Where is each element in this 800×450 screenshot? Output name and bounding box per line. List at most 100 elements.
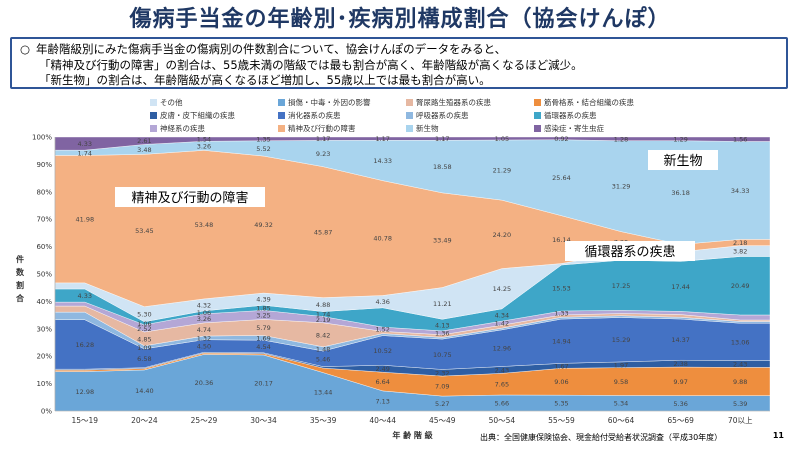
x-tick-label: 15～19	[71, 416, 98, 425]
data-label: 3.82	[733, 248, 747, 256]
legend-item: 腎尿路生殖器系の疾患	[406, 97, 534, 108]
legend-label: 消化器系の疾患	[288, 111, 341, 120]
data-label: 1.05	[495, 135, 509, 143]
data-label: 14.40	[135, 387, 154, 395]
legend-swatch	[534, 125, 541, 132]
data-label: 12.98	[75, 388, 94, 396]
data-label: 3.48	[137, 146, 151, 154]
data-label: 15.53	[552, 285, 571, 293]
data-label: 53.45	[135, 227, 154, 235]
annotation-neoplasm-bg	[648, 150, 718, 170]
summary-line-2: 「精神及び行動の障害」の割合は、55歳未満の階級では最も割合が高く、年齢階級が高…	[39, 57, 583, 72]
data-label: 1.09	[137, 344, 151, 352]
data-label: 4.88	[316, 301, 330, 309]
summary-line-1: ○ 年齢階級別にみた傷病手当金の傷病別の件数割合について、協会けんぽのデータをみる…	[20, 42, 778, 58]
annotation-neoplasm: 新生物	[663, 153, 702, 169]
legend-label: 損傷・中毒・外因の影響	[288, 98, 371, 107]
data-label: 3.26	[197, 315, 211, 323]
data-label: 34.33	[731, 187, 750, 195]
data-label: 1.74	[78, 149, 92, 157]
data-label: 1.35	[256, 135, 270, 143]
annotation-circulatory-bg	[565, 241, 695, 261]
x-tick-label: 35～39	[310, 416, 337, 425]
data-label: 2.18	[733, 239, 747, 247]
data-label: 2.61	[137, 137, 151, 145]
summary-line-3: 「新生物」の割合は、年齢階級が高くなるほど増加し、55歳以上では最も割合が高い。	[39, 73, 491, 87]
x-tick-label: 65～69	[667, 416, 694, 425]
data-label: 9.58	[614, 378, 628, 386]
data-label: 1.48	[316, 345, 330, 353]
x-tick-label: 70以上	[728, 416, 753, 425]
legend-item: 新生物	[406, 123, 534, 134]
x-tick-label: 25～29	[191, 416, 218, 425]
summary-bullet: ○	[20, 42, 31, 56]
legend-item: 精神及び行動の障害	[278, 123, 406, 134]
data-label: 11.21	[433, 300, 452, 308]
legend-label: 筋骨格系・結合組織の疾患	[544, 98, 634, 107]
data-label: 16.14	[552, 236, 571, 244]
data-label: 4.36	[375, 298, 389, 306]
data-label: 16.28	[75, 341, 94, 349]
data-label: 1.17	[316, 135, 330, 143]
data-label: 31.29	[612, 183, 631, 191]
data-label: 9.06	[554, 378, 568, 386]
y-axis-label: 数	[16, 267, 25, 277]
data-label: 2.32	[435, 369, 449, 377]
data-label: 1.69	[256, 334, 270, 342]
data-label: 5.27	[435, 400, 449, 408]
data-label: 41.98	[75, 216, 94, 224]
data-label: 3.25	[256, 311, 270, 319]
y-tick-label: 40%	[36, 298, 52, 306]
data-label: 10.52	[373, 347, 392, 355]
data-label: 4.13	[435, 322, 449, 330]
data-label: 4.39	[256, 296, 270, 304]
data-label: 1.06	[197, 309, 211, 317]
data-label: 1.85	[256, 304, 270, 312]
legend-label: 神経系の疾患	[160, 124, 205, 133]
data-label: 4.32	[197, 301, 211, 309]
x-tick-label: 60～64	[608, 416, 635, 425]
data-label: 1.36	[435, 329, 449, 337]
data-label: 2.19	[316, 316, 330, 324]
summary-text-1: 年齢階級別にみた傷病手当金の傷病別の件数割合について、協会けんぽのデータをみると…	[36, 42, 507, 56]
legend-swatch	[150, 99, 157, 106]
legend-item: その他	[150, 97, 278, 108]
area-series	[54, 136, 771, 151]
data-label: 45.87	[314, 229, 333, 237]
data-label: 20.49	[731, 282, 750, 290]
y-tick-label: 10%	[36, 380, 52, 388]
legend-swatch	[150, 112, 157, 119]
legend-item: 皮膚・皮下組織の疾患	[150, 110, 278, 121]
x-tick-label: 20～24	[131, 416, 158, 425]
data-label: 2.43	[733, 360, 747, 368]
legend-label: 精神及び行動の障害	[288, 124, 356, 133]
y-tick-label: 60%	[36, 243, 52, 251]
legend-item: 消化器系の疾患	[278, 110, 406, 121]
data-label: 4.74	[197, 326, 211, 334]
legend-item: 損傷・中毒・外因の影響	[278, 97, 406, 108]
data-label: 36.18	[671, 189, 690, 197]
data-label: 4.33	[78, 140, 92, 148]
y-tick-label: 0%	[41, 408, 52, 416]
data-label: 1.52	[375, 326, 389, 334]
data-label: 1.33	[554, 309, 568, 317]
y-axis-label: 件	[16, 254, 24, 264]
data-label: 13.44	[314, 388, 333, 396]
legend-item: 筋骨格系・結合組織の疾患	[534, 97, 662, 108]
data-label: 1.32	[197, 334, 211, 342]
legend-label: 循環器系の疾患	[544, 111, 597, 120]
data-label: 2.43	[495, 366, 509, 374]
legend-swatch	[534, 112, 541, 119]
data-label: 17.25	[612, 282, 631, 290]
data-label: 4.33	[78, 292, 92, 300]
summary-box: ○ 年齢階級別にみた傷病手当金の傷病別の件数割合について、協会けんぽのデータをみる…	[10, 37, 788, 89]
legend-label: その他	[160, 98, 183, 107]
legend-swatch	[278, 99, 285, 106]
data-label: 7.65	[495, 381, 509, 389]
data-label: 18.58	[433, 163, 452, 171]
data-label: 6.64	[375, 378, 389, 386]
legend-item: 循環器系の疾患	[534, 110, 662, 121]
data-label: 5.36	[673, 400, 687, 408]
data-label: 5.79	[256, 324, 270, 332]
data-label: 12.96	[493, 345, 512, 353]
